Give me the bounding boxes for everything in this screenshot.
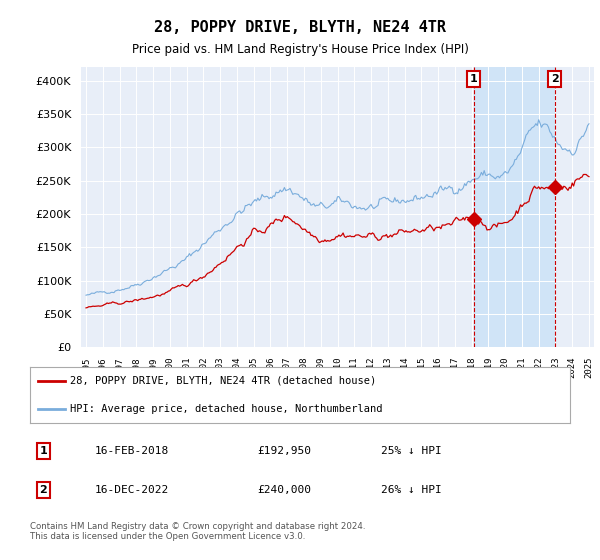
Text: Price paid vs. HM Land Registry's House Price Index (HPI): Price paid vs. HM Land Registry's House … bbox=[131, 43, 469, 55]
Text: 1: 1 bbox=[40, 446, 47, 456]
Text: 26% ↓ HPI: 26% ↓ HPI bbox=[381, 485, 442, 495]
Text: 16-DEC-2022: 16-DEC-2022 bbox=[95, 485, 169, 495]
Text: HPI: Average price, detached house, Northumberland: HPI: Average price, detached house, Nort… bbox=[71, 404, 383, 414]
Bar bbox=[473, 67, 555, 347]
Text: 2: 2 bbox=[40, 485, 47, 495]
Text: 28, POPPY DRIVE, BLYTH, NE24 4TR (detached house): 28, POPPY DRIVE, BLYTH, NE24 4TR (detach… bbox=[71, 376, 377, 386]
Text: 25% ↓ HPI: 25% ↓ HPI bbox=[381, 446, 442, 456]
Text: £240,000: £240,000 bbox=[257, 485, 311, 495]
Text: 1: 1 bbox=[470, 74, 478, 84]
Text: Contains HM Land Registry data © Crown copyright and database right 2024.
This d: Contains HM Land Registry data © Crown c… bbox=[30, 522, 365, 542]
Text: 2: 2 bbox=[551, 74, 559, 84]
Text: 16-FEB-2018: 16-FEB-2018 bbox=[95, 446, 169, 456]
Text: £192,950: £192,950 bbox=[257, 446, 311, 456]
Text: 28, POPPY DRIVE, BLYTH, NE24 4TR: 28, POPPY DRIVE, BLYTH, NE24 4TR bbox=[154, 20, 446, 35]
